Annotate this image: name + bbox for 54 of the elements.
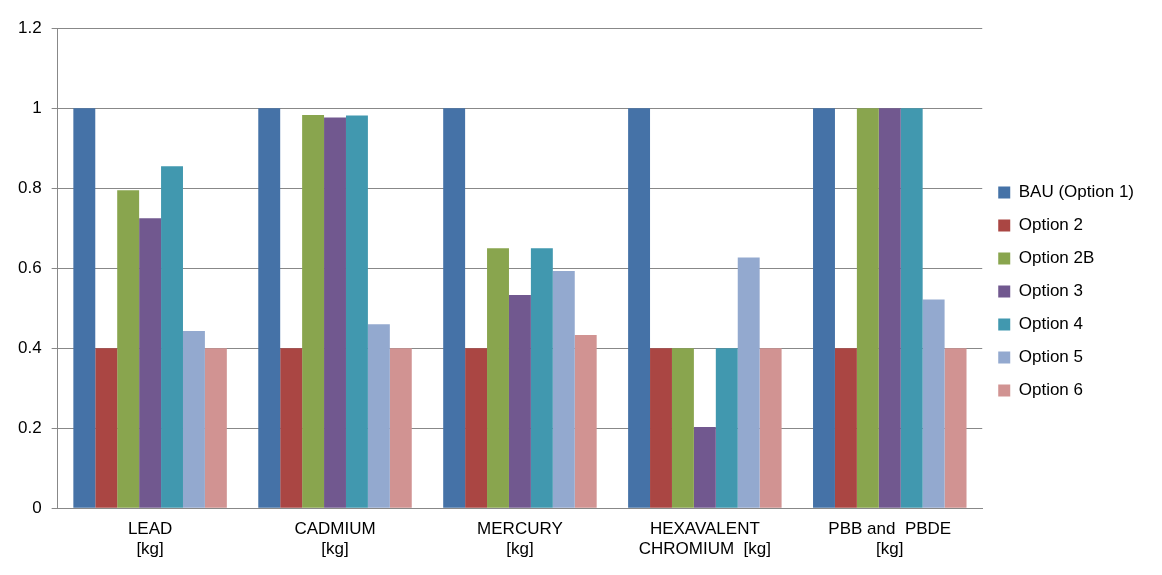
legend-label: BAU (Option 1) [1018,182,1134,202]
bar [324,117,346,508]
bar [922,299,945,508]
legend-label: Option 4 [1018,314,1083,334]
bar [878,108,901,508]
legend-label: Option 2 [1018,215,1083,235]
bar [280,348,303,508]
bar [182,331,205,508]
y-tick-label: 0.4 [17,337,42,357]
y-tick-label: 0.6 [17,257,42,277]
y-tick-label: 1 [32,97,42,117]
bar [508,295,531,508]
bar [944,348,967,508]
y-tick-label: 1.2 [17,17,42,37]
bar [671,348,694,508]
bar [95,348,118,508]
legend-label: Option 2B [1018,248,1095,268]
y-tick-label: 0 [32,497,42,517]
bar [443,108,466,508]
bar [73,108,96,508]
bar [900,108,923,508]
bar [258,108,281,508]
bar [117,190,140,508]
legend-label: Option 6 [1018,380,1083,400]
bar [302,115,325,508]
bar [737,257,760,508]
bar [389,348,412,508]
y-tick-label: 0.8 [17,177,42,197]
bar [813,108,835,508]
bar [487,248,509,508]
x-tick-label: MERCURY [kg] [477,519,563,559]
bar [139,218,162,508]
legend-label: Option 5 [1018,347,1083,367]
bar [693,427,716,508]
y-tick-label: 0.2 [17,417,42,437]
bar [204,348,227,508]
bar [650,348,672,508]
bar [759,348,782,508]
x-tick-label: HEXAVALENT CHROMIUM [kg] [638,519,771,559]
legend-label: Option 3 [1018,281,1083,301]
bar [367,324,390,508]
bar [856,108,879,508]
bar [465,348,488,508]
bar [345,115,368,508]
x-tick-label: LEAD [kg] [127,519,173,559]
bar [161,166,183,508]
x-tick-label: CADMIUM [kg] [294,519,376,559]
bar [530,248,553,508]
bar [834,348,857,508]
bar [715,348,738,508]
x-tick-label: PBB and PBDE [kg] [828,519,952,559]
bar [628,108,651,508]
bar [574,335,597,508]
bar [552,271,575,508]
